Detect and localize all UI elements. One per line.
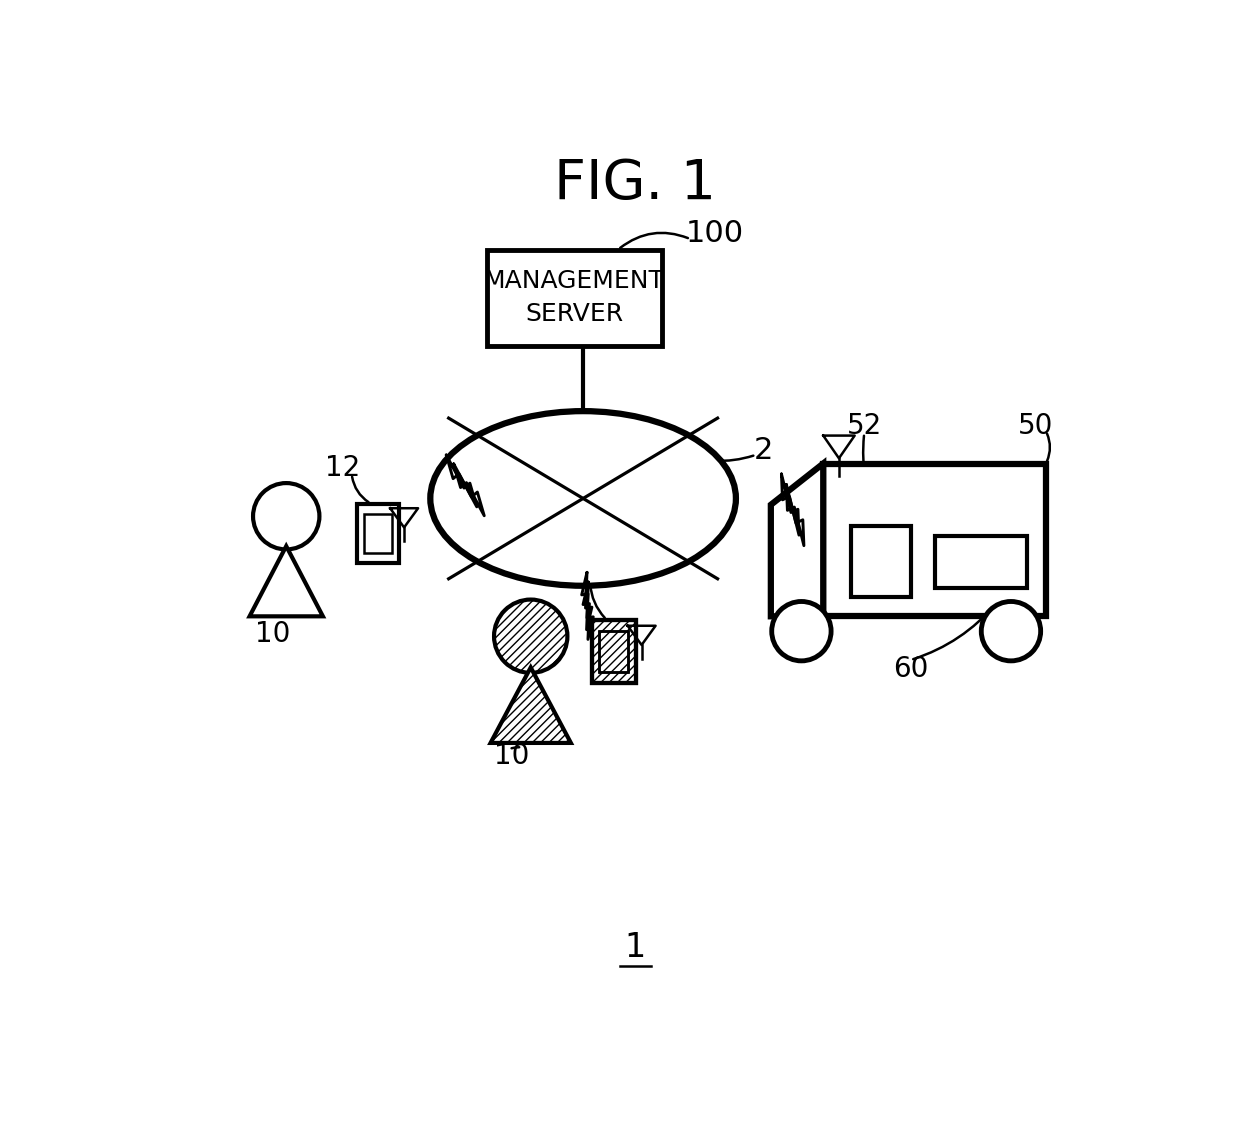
Circle shape — [253, 483, 320, 550]
Text: 1: 1 — [625, 931, 646, 964]
Polygon shape — [249, 547, 322, 617]
Text: FIG. 1: FIG. 1 — [554, 158, 717, 211]
Bar — [591, 620, 635, 683]
Bar — [487, 249, 662, 346]
Text: 60: 60 — [893, 654, 929, 683]
Text: 52: 52 — [847, 412, 882, 440]
Bar — [823, 464, 1045, 617]
Circle shape — [981, 601, 1040, 661]
Text: 50: 50 — [1018, 412, 1053, 440]
Ellipse shape — [430, 412, 735, 586]
Polygon shape — [491, 668, 570, 743]
Text: 100: 100 — [686, 219, 744, 248]
Text: 12: 12 — [562, 560, 596, 589]
Bar — [851, 525, 910, 598]
Circle shape — [771, 601, 831, 661]
Bar — [599, 631, 629, 672]
Bar — [357, 503, 399, 564]
Bar — [591, 620, 635, 683]
Text: 10: 10 — [255, 620, 291, 648]
Text: MANAGEMENT
SERVER: MANAGEMENT SERVER — [484, 269, 665, 327]
Text: 12: 12 — [325, 454, 361, 482]
Bar — [365, 514, 392, 553]
Bar — [935, 536, 1027, 589]
Bar — [599, 631, 629, 672]
Text: 10: 10 — [494, 742, 529, 770]
Circle shape — [494, 600, 568, 672]
Polygon shape — [771, 464, 823, 617]
Text: 2: 2 — [754, 435, 773, 465]
